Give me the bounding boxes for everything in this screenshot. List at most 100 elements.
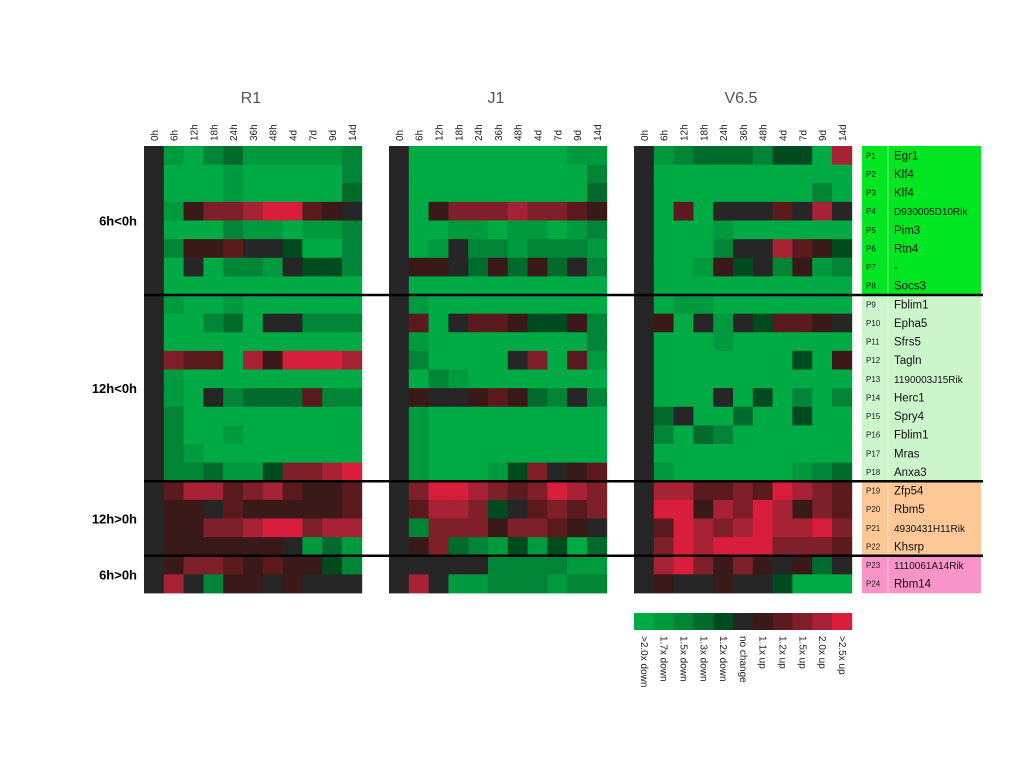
heatmap-cell	[488, 239, 509, 259]
heatmap-cell	[223, 313, 244, 333]
heatmap-cell	[408, 499, 429, 519]
gene-name-label: Mras	[894, 448, 920, 460]
heatmap-cell	[587, 295, 608, 315]
gene-id-label: P5	[866, 226, 876, 235]
legend-label: no change	[737, 636, 748, 683]
heatmap-cell	[488, 295, 509, 315]
heatmap-cell	[468, 350, 489, 370]
heatmap-cell	[262, 332, 283, 352]
heatmap-cell	[693, 462, 714, 482]
heatmap-cell	[792, 276, 813, 296]
heatmap-cell	[144, 239, 165, 259]
heatmap-cell	[547, 239, 568, 259]
heatmap-cell	[567, 499, 588, 519]
heatmap-cell	[673, 462, 694, 482]
heatmap-cell	[733, 462, 754, 482]
heatmap-cell	[262, 257, 283, 277]
heatmap-cell	[342, 406, 363, 426]
heatmap-cell	[183, 425, 204, 445]
heatmap-cell	[448, 499, 469, 519]
heatmap-cell	[262, 313, 283, 333]
heatmap-cell	[693, 350, 714, 370]
heatmap-cell	[243, 350, 264, 370]
heatmap-cell	[302, 369, 323, 389]
heatmap-cell	[488, 313, 509, 333]
heatmap-cell	[342, 220, 363, 240]
heatmap-cell	[144, 425, 165, 445]
heatmap-cell	[408, 369, 429, 389]
heatmap-cell	[428, 425, 449, 445]
heatmap-cell	[183, 164, 204, 184]
heatmap-cell	[527, 574, 548, 594]
heatmap-cell	[507, 257, 528, 277]
heatmap-cell	[488, 462, 509, 482]
heatmap-cell	[183, 444, 204, 464]
timepoint-label: 9d	[818, 130, 829, 141]
heatmap-cell	[547, 518, 568, 538]
heatmap-cell	[144, 332, 165, 352]
heatmap-cell	[203, 295, 224, 315]
heatmap-cell	[634, 313, 655, 333]
heatmap-cell	[282, 295, 303, 315]
heatmap-cell	[673, 537, 694, 557]
heatmap-cell	[448, 555, 469, 575]
heatmap-cell	[408, 201, 429, 221]
timepoint-label: 14d	[593, 124, 604, 141]
gene-box	[862, 406, 981, 426]
heatmap-cell	[282, 164, 303, 184]
heatmap-cell	[547, 350, 568, 370]
heatmap-cell	[693, 499, 714, 519]
heatmap-cell	[448, 201, 469, 221]
heatmap-cell	[792, 313, 813, 333]
legend-label: 1.2x down	[717, 636, 728, 682]
heatmap-cell	[752, 276, 773, 296]
heatmap-cell	[262, 388, 283, 408]
heatmap-cell	[183, 220, 204, 240]
heatmap-cell	[653, 537, 674, 557]
heatmap-cell	[733, 201, 754, 221]
heatmap-cell	[634, 425, 655, 445]
heatmap-cell	[448, 183, 469, 203]
timepoint-label: 24h	[474, 124, 485, 141]
heatmap-cell	[832, 350, 853, 370]
legend-swatch	[752, 613, 773, 630]
gene-id-label: P7	[866, 263, 876, 272]
heatmap-cell	[673, 220, 694, 240]
heatmap-cell	[567, 183, 588, 203]
heatmap-cell	[547, 555, 568, 575]
gene-box	[862, 574, 981, 594]
gene-id-label: P19	[866, 487, 881, 496]
heatmap-cell	[634, 574, 655, 594]
heatmap-cell	[223, 146, 244, 166]
panel-title-V6-5: V6.5	[724, 90, 757, 107]
heatmap-cell	[567, 350, 588, 370]
heatmap-cell	[144, 462, 165, 482]
heatmap-cell	[567, 146, 588, 166]
heatmap-cell	[567, 518, 588, 538]
heatmap-cell	[812, 425, 833, 445]
heatmap-cell	[812, 220, 833, 240]
heatmap-cell	[792, 425, 813, 445]
heatmap-cell	[144, 406, 165, 426]
heatmap-cell	[488, 201, 509, 221]
heatmap-cell	[262, 518, 283, 538]
heatmap-cell	[713, 350, 734, 370]
heatmap-cell	[322, 276, 343, 296]
heatmap-cell	[547, 183, 568, 203]
heatmap-cell	[203, 350, 224, 370]
heatmap-cell	[567, 295, 588, 315]
heatmap-cell	[428, 444, 449, 464]
heatmap-cell	[322, 164, 343, 184]
gene-name-label: Fblim1	[894, 430, 929, 442]
heatmap-cell	[527, 425, 548, 445]
heatmap-cell	[203, 313, 224, 333]
heatmap-cell	[653, 295, 674, 315]
heatmap-cell	[812, 332, 833, 352]
heatmap-cell	[282, 183, 303, 203]
heatmap-cell	[322, 313, 343, 333]
heatmap-cell	[792, 499, 813, 519]
heatmap-cell	[203, 574, 224, 594]
heatmap-cell	[408, 444, 429, 464]
heatmap-cell	[832, 388, 853, 408]
heatmap-cell	[713, 574, 734, 594]
